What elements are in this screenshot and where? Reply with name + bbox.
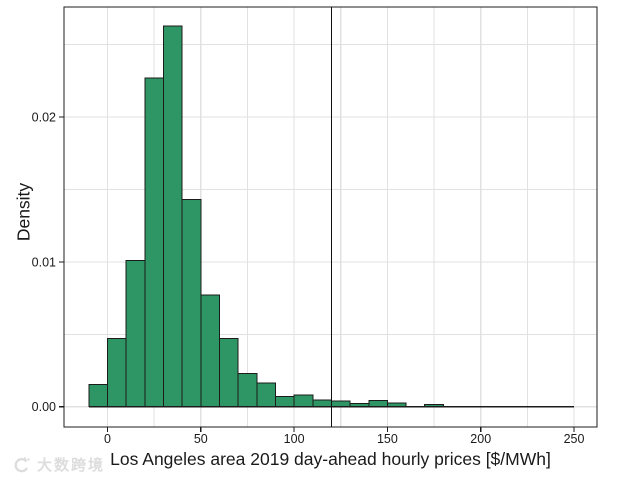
histogram-bar <box>386 402 407 408</box>
histogram-bar <box>88 383 108 408</box>
histogram-bar <box>125 259 146 408</box>
histogram-bar <box>256 382 276 408</box>
histogram-bar <box>181 199 202 408</box>
x-tick-label: 0 <box>104 432 111 446</box>
y-tick-label: 0.02 <box>32 111 56 125</box>
histogram-bar <box>218 338 239 408</box>
y-tick-label: 0.01 <box>32 255 56 269</box>
histogram-bar <box>368 400 388 408</box>
histogram-bar <box>293 394 314 408</box>
x-tick-label: 150 <box>377 432 398 446</box>
histogram-bar <box>274 396 295 408</box>
histogram-bar <box>106 338 127 408</box>
histogram-bar <box>200 294 220 408</box>
histogram-bar <box>424 404 444 408</box>
x-axis-title: Los Angeles area 2019 day-ahead hourly p… <box>110 449 551 469</box>
x-tick-label: 100 <box>284 432 305 446</box>
plot-border <box>63 6 598 428</box>
histogram-bar <box>162 25 183 408</box>
histogram-bar <box>349 402 370 408</box>
swirl-logo-icon <box>12 455 32 475</box>
histogram-bar <box>330 400 351 408</box>
histogram-bar <box>237 372 258 408</box>
y-axis-title: Density <box>13 182 34 242</box>
x-tick-label: 200 <box>470 432 491 446</box>
y-tick-label: 0.00 <box>32 400 56 414</box>
watermark-text: 大数跨境 <box>37 457 106 474</box>
watermark: 大数跨境 <box>12 454 105 475</box>
x-tick-label: 50 <box>194 432 208 446</box>
x-tick-label: 250 <box>564 432 585 446</box>
histogram-bar <box>312 399 332 408</box>
histogram-bar <box>144 77 164 408</box>
